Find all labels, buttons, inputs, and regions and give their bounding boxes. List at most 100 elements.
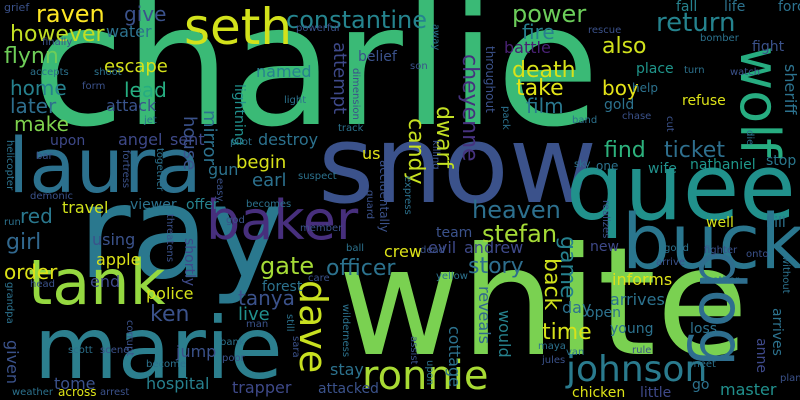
word-sheriff: sheriff [781,64,800,115]
word-master: master [720,380,777,399]
word-guard: guard [364,190,375,220]
word-band: band [572,115,598,126]
word-cheyenne: cheyenne [457,54,482,162]
word-chicken: chicken [572,385,626,400]
word-van: van [566,347,585,358]
word-sent: sent [170,130,205,149]
word-angel: angel [118,130,163,149]
word-ken: ken [150,302,190,327]
word-make: make [14,112,69,136]
word-realizes: realizes [600,200,611,239]
word-upon: upon [50,133,86,149]
word-film: film [526,94,564,118]
word-another: another [700,275,740,286]
word-refuse: refuse [682,93,726,109]
word-form: form [82,81,106,92]
word-live: live [238,304,270,325]
word-weather: weather [12,387,53,398]
word-powerful: powerful [296,23,340,34]
word-reveals: reveals [475,286,494,344]
word-die: die [744,130,755,146]
word-dimension: dimension [350,68,361,120]
word-girl: girl [6,230,42,255]
word-finally: finally [42,37,73,48]
word-becomes: becomes [246,199,292,210]
word-help: help [632,81,658,95]
word-scott: scott [68,345,93,356]
word-apple: apple [96,250,141,269]
word-lead: lead [124,78,167,102]
word-jet: jet [144,115,157,126]
word-arrive: arrive [656,257,686,268]
word-ticket: ticket [664,138,725,163]
word-life: life [724,0,746,15]
word-grandpa: grandpa [4,282,15,324]
word-also: also [602,34,647,59]
word-dog: dog [685,250,758,367]
word-killing: killing [430,140,441,170]
word-time: time [542,320,592,345]
word-wife: wife [648,161,677,177]
word-given: given [3,340,22,385]
word-gun: gun [208,160,239,179]
word-cottage: cottage [445,326,464,387]
word-offer: offer [186,197,219,213]
word-white: white [338,216,749,390]
word-named: named [256,62,312,81]
word-wolf: wolf [728,46,791,158]
word-anne: anne [753,338,769,373]
word-bar: bar [36,151,53,162]
word-yellow: yellow [436,271,468,282]
word-find: find [604,138,646,163]
word-open: open [586,305,621,321]
word-destroy: destroy [258,130,319,149]
word-buck: buck [622,197,800,286]
word-arrest: arrest [100,387,130,398]
word-stefan: stefan [482,220,558,248]
word-easy: easy [214,178,225,202]
word-johnson: johnson [566,349,708,390]
word-boy: boy [602,76,639,100]
word-kill: kill [766,215,786,231]
word-wilderness: wilderness [340,304,351,358]
word-meet: meet [690,359,716,370]
word-escape: escape [104,56,168,77]
word-stop: stop [766,153,797,169]
word-begin: begin [236,152,287,173]
word-team: team [436,225,473,241]
word-would: would [495,310,514,358]
word-attack: attack [106,96,157,115]
word-fighter: fighter [704,245,738,256]
word-mirror: mirror [199,110,220,166]
word-head: head [30,279,55,290]
word-fortress: fortress [120,150,131,189]
word-charlie: charlie [32,0,600,164]
word-suspect: suspect [298,171,337,182]
word-threatens: threatens [164,214,175,263]
word-dead: dead [420,245,445,256]
word-attacked: attacked [318,381,379,397]
word-place: place [636,61,674,77]
word-son: son [410,61,428,72]
word-later: later [10,94,57,118]
word-tanya: tanya [238,286,295,310]
word-go: go [692,377,710,393]
word-raven: raven [36,0,105,28]
word-accidentally: accidentally [377,160,391,233]
word-power: power [512,0,587,28]
word-accepts: accepts [30,67,69,78]
word-sara: sara [290,336,301,358]
word-loss: loss [690,321,718,337]
word-take: take [516,76,564,101]
word-tome: tome [54,374,96,393]
word-us: us [362,144,381,163]
word-inform: informs [612,270,673,289]
word-dwarf: dwarf [431,106,456,169]
word-demonic: demonic [30,191,73,202]
word-earl: earl [252,170,287,191]
word-snow: snow [318,103,598,228]
word-well: well [706,215,734,231]
word-using: using [92,230,136,249]
word-candy: candy [403,118,428,185]
word-upon2: upon [424,360,435,386]
